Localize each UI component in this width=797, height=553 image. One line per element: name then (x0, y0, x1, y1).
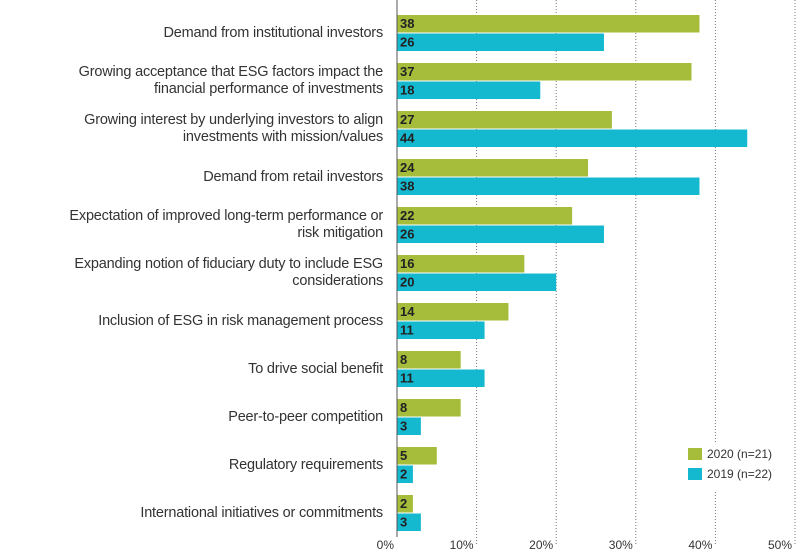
data-label: 11 (400, 371, 414, 386)
data-label: 11 (400, 323, 414, 338)
bar (397, 369, 485, 387)
category-label: Regulatory requirements (228, 456, 383, 473)
legend-swatch (688, 448, 702, 460)
data-label: 8 (400, 400, 407, 415)
data-label: 18 (400, 83, 414, 98)
bar (397, 111, 612, 129)
data-label: 16 (400, 256, 414, 271)
data-label: 20 (400, 275, 414, 290)
bar (397, 129, 748, 147)
legend-label: 2020 (n=21) (707, 447, 772, 461)
bar (397, 447, 437, 465)
x-tick-label: 30% (609, 538, 633, 552)
legend-label: 2019 (n=22) (707, 467, 772, 481)
category-label: Demand from institutional investors (163, 24, 384, 41)
data-label: 38 (400, 16, 414, 31)
data-label: 26 (400, 227, 414, 242)
data-label: 37 (400, 64, 414, 79)
category-label: Inclusion of ESG in risk management proc… (98, 312, 383, 329)
bar (397, 495, 413, 513)
bar (397, 465, 413, 483)
bar (397, 513, 421, 531)
category-label: Demand from retail investors (203, 168, 383, 185)
legend-swatch (688, 468, 702, 480)
bar (397, 81, 541, 99)
bar (397, 15, 700, 33)
bar (397, 33, 604, 51)
category-label: Growing interest by underlying investors… (84, 112, 383, 145)
bar (397, 177, 700, 195)
bar (397, 417, 421, 435)
data-label: 3 (400, 419, 407, 434)
x-tick-label: 0% (377, 538, 395, 552)
data-label: 3 (400, 515, 407, 530)
data-label: 14 (400, 304, 415, 319)
bar (397, 63, 692, 81)
x-tick-label: 20% (529, 538, 553, 552)
bar (397, 255, 525, 273)
bar (397, 303, 509, 321)
data-label: 27 (400, 112, 414, 127)
data-label: 2 (400, 496, 407, 511)
data-label: 24 (400, 160, 415, 175)
x-tick-label: 50% (768, 538, 792, 552)
data-label: 5 (400, 448, 407, 463)
bar (397, 321, 485, 339)
bar (397, 225, 604, 243)
category-label: To drive social benefit (248, 360, 383, 377)
category-label: International initiatives or commitments (140, 504, 383, 521)
x-tick-label: 10% (450, 538, 474, 552)
category-label: Expanding notion of fiduciary duty to in… (74, 256, 383, 289)
category-label: Peer-to-peer competition (228, 408, 383, 425)
data-label: 26 (400, 35, 414, 50)
bar (397, 399, 461, 417)
bar (397, 159, 589, 177)
data-label: 22 (400, 208, 414, 223)
data-label: 38 (400, 179, 414, 194)
bar (397, 273, 557, 291)
data-label: 2 (400, 467, 407, 482)
data-label: 44 (400, 131, 415, 146)
x-tick-label: 40% (688, 538, 712, 552)
data-label: 8 (400, 352, 407, 367)
bar (397, 351, 461, 369)
category-label: Growing acceptance that ESG factors impa… (78, 64, 384, 97)
category-label: Expectation of improved long-term perfor… (69, 208, 383, 241)
bar (397, 207, 573, 225)
